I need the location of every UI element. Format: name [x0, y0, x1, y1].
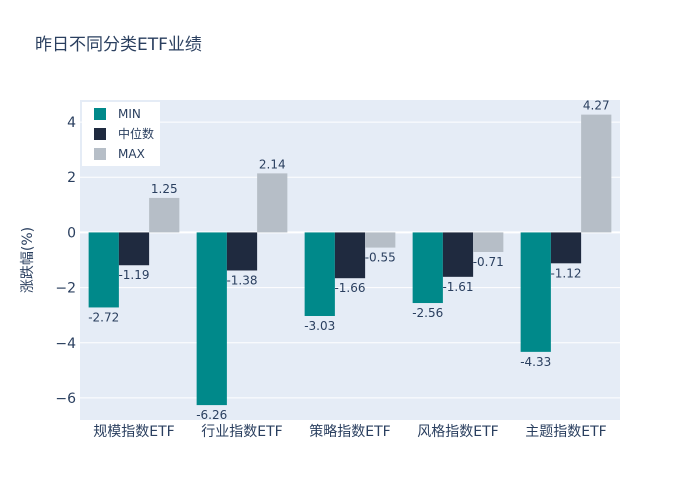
- x-tick-label: 风格指数ETF: [417, 424, 498, 440]
- bar[interactable]: [365, 232, 396, 248]
- x-tick-label: 规模指数ETF: [93, 424, 174, 440]
- bar[interactable]: [118, 232, 150, 266]
- bar[interactable]: [473, 232, 504, 252]
- bars: [88, 114, 612, 406]
- bar-value-label: 2.14: [259, 157, 286, 171]
- bar[interactable]: [257, 173, 288, 233]
- y-tick-label: 4: [67, 115, 76, 131]
- bar-labels: -2.72 -1.19 1.25 -6.26 -1.38 2.14 -3.03 -1.66 -0…: [88, 99, 609, 422]
- legend-label[interactable]: 中位数: [118, 126, 154, 141]
- bar[interactable]: [412, 232, 443, 304]
- bar[interactable]: [226, 232, 258, 271]
- bar-value-label: -2.72: [88, 310, 119, 324]
- legend-swatch[interactable]: [94, 128, 106, 140]
- bar-value-label: 1.25: [151, 182, 178, 196]
- bar-value-label: -0.71: [473, 255, 504, 269]
- bar-value-label: 4.27: [583, 99, 610, 113]
- bar-value-label: -4.33: [520, 355, 551, 369]
- bar[interactable]: [334, 232, 366, 279]
- legend-swatch[interactable]: [94, 148, 106, 160]
- bar-value-label: -1.19: [118, 268, 149, 282]
- x-tick-label: 策略指数ETF: [309, 423, 390, 440]
- x-axis-ticks: 规模指数ETF 行业指数ETF 策略指数ETF 风格指数ETF 主题指数ETF: [93, 423, 606, 440]
- bar[interactable]: [88, 232, 119, 308]
- bar[interactable]: [581, 114, 612, 233]
- y-tick-label: 2: [67, 170, 76, 186]
- bar[interactable]: [550, 232, 582, 264]
- x-tick-label: 主题指数ETF: [525, 424, 606, 440]
- bar-value-label: -1.66: [334, 281, 365, 295]
- bar-value-label: -3.03: [304, 319, 335, 333]
- bar-value-label: -0.55: [365, 251, 396, 265]
- bar-value-label: -1.12: [550, 266, 581, 280]
- bar[interactable]: [304, 232, 335, 316]
- bar[interactable]: [196, 232, 227, 406]
- bar[interactable]: [520, 232, 551, 352]
- bar-value-label: -1.38: [226, 273, 257, 287]
- x-tick-label: 行业指数ETF: [201, 424, 282, 440]
- chart-title: 昨日不同分类ETF业绩: [35, 35, 202, 55]
- y-tick-label: −4: [55, 336, 76, 352]
- bar-value-label: -6.26: [196, 408, 227, 422]
- y-tick-label: 0: [67, 225, 76, 241]
- y-axis-ticks: −6 −4 −2 0 2 4: [55, 115, 76, 407]
- legend[interactable]: MIN 中位数 MAX: [82, 102, 160, 166]
- legend-label[interactable]: MIN: [118, 107, 141, 121]
- y-tick-label: −2: [55, 281, 76, 297]
- y-axis-label: 涨跌幅(%): [20, 227, 36, 293]
- bar-value-label: -2.56: [412, 306, 443, 320]
- y-tick-label: −6: [55, 391, 76, 407]
- legend-swatch[interactable]: [94, 108, 106, 120]
- bar[interactable]: [442, 232, 474, 277]
- legend-label[interactable]: MAX: [118, 147, 145, 161]
- bar-value-label: -1.61: [442, 280, 473, 294]
- bar[interactable]: [149, 197, 180, 233]
